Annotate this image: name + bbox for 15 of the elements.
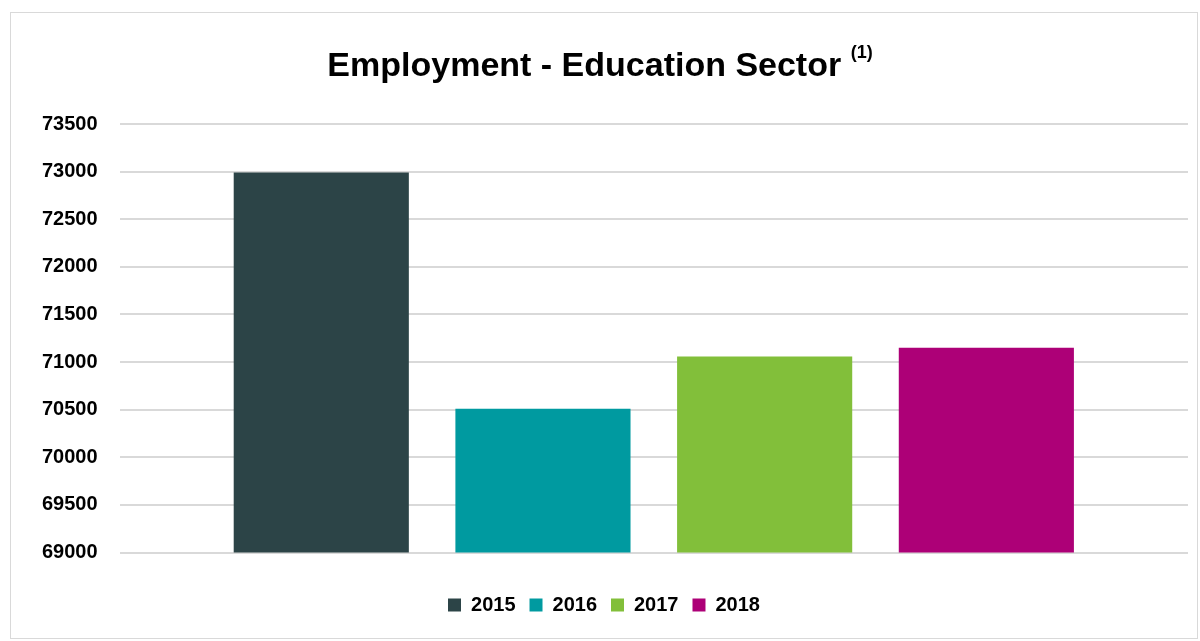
chart-title: Employment - Education Sector $^{(1)}$ (326, 42, 874, 84)
y-tick-label: 71000 (41, 349, 98, 372)
y-tick-label: 69500 (41, 492, 98, 515)
legend-label: 2015 (471, 592, 516, 615)
legend-label: 2016 (552, 592, 598, 615)
y-tick-label: 70500 (41, 397, 98, 420)
y-tick-label: 72000 (41, 254, 98, 277)
y-tick-label: 69000 (41, 540, 98, 563)
y-tick-label: 70000 (41, 444, 98, 467)
y-tick-label: 73500 (41, 111, 98, 134)
legend-label: 2017 (634, 592, 679, 615)
y-tick-label: 73000 (41, 159, 98, 182)
legend-label: 2018 (715, 592, 760, 615)
y-tick-label: 71500 (41, 302, 98, 324)
y-tick-label: 72500 (41, 206, 98, 229)
